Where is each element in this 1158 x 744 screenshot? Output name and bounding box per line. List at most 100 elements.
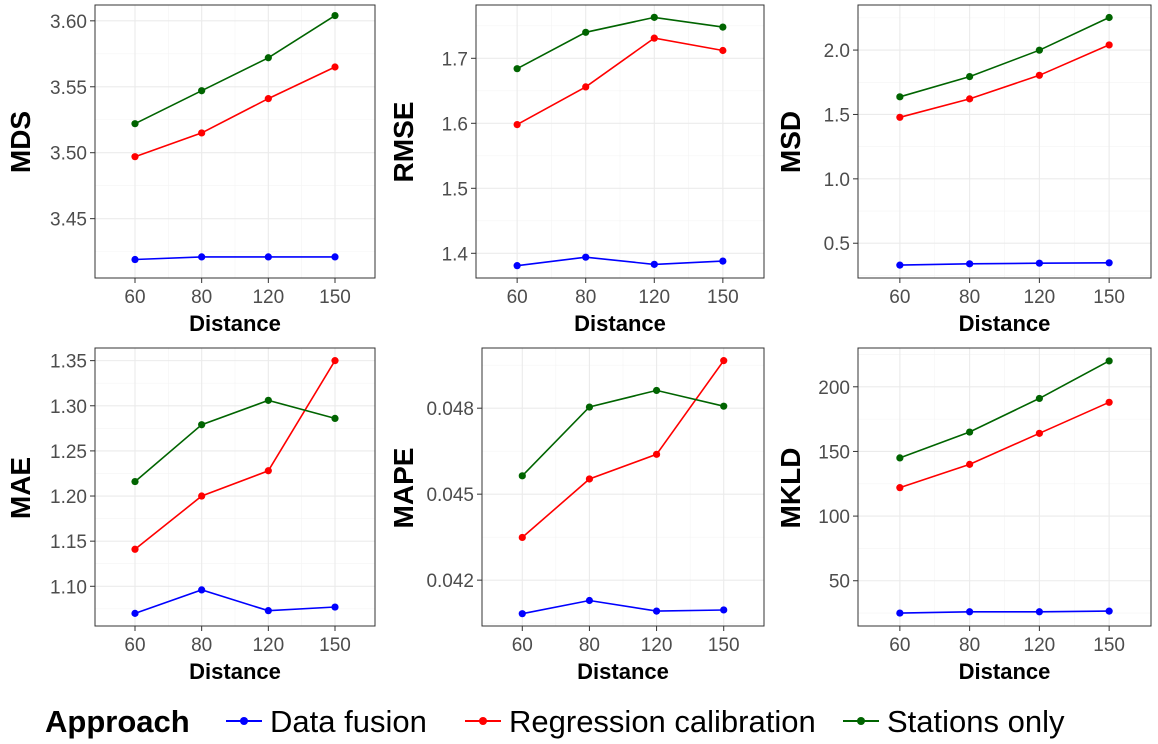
y-tick-label: 0.048: [426, 399, 474, 420]
data-point-data-fusion: [198, 253, 206, 261]
data-point-regression-calibration: [198, 492, 206, 500]
y-axis-title: RMSE: [388, 102, 419, 183]
data-point-data-fusion: [518, 610, 526, 618]
data-point-data-fusion: [264, 253, 272, 261]
y-tick-label: 0.5: [824, 234, 850, 255]
x-tick-label: 150: [1093, 635, 1125, 656]
data-point-regression-calibration: [331, 63, 339, 71]
x-axis-title: Distance: [959, 311, 1051, 336]
x-tick-label: 150: [319, 287, 351, 308]
data-point-stations-only: [331, 414, 339, 423]
data-point-stations-only: [513, 65, 521, 73]
data-point-regression-calibration: [264, 95, 272, 103]
series-line-data-fusion: [134, 589, 336, 615]
data-point-stations-only: [1105, 13, 1113, 22]
data-point-data-fusion: [513, 262, 521, 270]
data-point-regression-calibration: [198, 129, 206, 137]
data-point-stations-only: [518, 472, 526, 480]
x-tick-label: 150: [708, 635, 740, 656]
x-tick-label: 150: [707, 287, 739, 308]
y-tick-label: 1.25: [50, 442, 87, 463]
y-tick-label: 1.5: [442, 179, 468, 200]
data-point-stations-only: [652, 386, 661, 395]
data-point-stations-only: [264, 396, 272, 404]
x-tick-label: 80: [579, 635, 600, 656]
data-point-data-fusion: [1105, 607, 1113, 615]
data-point-stations-only: [966, 428, 974, 436]
data-point-stations-only: [720, 402, 728, 410]
x-tick-label: 120: [252, 635, 284, 656]
data-point-stations-only: [264, 54, 272, 62]
data-point-regression-calibration: [652, 450, 661, 458]
x-tick-label: 80: [575, 287, 596, 308]
x-tick-label: 150: [319, 635, 351, 656]
data-point-data-fusion: [198, 586, 206, 594]
legend-key-point-stations-only: [857, 717, 865, 725]
y-tick-label: 1.35: [50, 352, 87, 373]
data-point-regression-calibration: [1105, 398, 1113, 406]
x-tick-label: 60: [124, 287, 145, 308]
y-tick-label: 3.60: [50, 12, 87, 33]
x-tick-label: 80: [959, 635, 980, 656]
panel-border: [475, 4, 765, 279]
data-point-data-fusion: [966, 608, 974, 616]
y-axis-title: MDS: [5, 111, 36, 173]
data-point-data-fusion: [719, 257, 727, 265]
panel-border: [857, 4, 1152, 279]
data-point-stations-only: [1035, 46, 1043, 54]
panel-mkld: 50 100 150 200 60 80 120 150 Distance MKLD: [775, 347, 1152, 684]
y-axis-title: MAE: [5, 457, 36, 519]
legend: Approach Data fusion Regression calibrat…: [45, 704, 1065, 739]
data-point-regression-calibration: [966, 460, 974, 468]
y-tick-label: 3.50: [50, 144, 87, 165]
y-tick-label: 3.45: [50, 210, 87, 231]
x-tick-label: 120: [252, 287, 284, 308]
x-tick-label: 60: [889, 635, 910, 656]
data-point-data-fusion: [331, 603, 339, 611]
y-tick-label: 1.30: [50, 397, 87, 418]
y-tick-label: 0.042: [426, 571, 474, 592]
panel-border: [94, 4, 376, 279]
series-line-stations-only: [134, 399, 336, 483]
y-tick-label: 1.10: [50, 577, 87, 598]
data-point-data-fusion: [1105, 259, 1113, 267]
panel-mds: 3.45 3.50 3.55 3.60 60 80 120 150 Distance MDS: [5, 4, 376, 336]
x-tick-label: 60: [512, 635, 533, 656]
series-line-data-fusion: [899, 262, 1110, 266]
data-point-data-fusion: [720, 606, 728, 614]
series-line-regression-calibration: [516, 37, 724, 126]
series-line-data-fusion: [899, 610, 1110, 614]
data-point-data-fusion: [1035, 259, 1043, 267]
series-line-stations-only: [134, 14, 336, 125]
data-point-data-fusion: [896, 609, 904, 617]
x-axis-title: Distance: [189, 659, 281, 684]
data-point-data-fusion: [131, 609, 139, 617]
x-tick-label: 150: [1093, 287, 1125, 308]
data-point-regression-calibration: [131, 545, 139, 553]
y-tick-label: 1.0: [824, 170, 850, 191]
x-tick-label: 60: [507, 287, 528, 308]
x-tick-label: 80: [191, 635, 212, 656]
x-axis-title: Distance: [189, 311, 281, 336]
legend-label-stations-only: Stations only: [887, 704, 1065, 739]
y-tick-label: 200: [818, 378, 850, 399]
x-tick-label: 60: [124, 635, 145, 656]
x-axis-title: Distance: [577, 659, 669, 684]
data-point-regression-calibration: [264, 467, 272, 475]
data-point-data-fusion: [131, 255, 139, 264]
legend-key-point-data-fusion: [240, 717, 248, 725]
data-point-regression-calibration: [719, 46, 727, 55]
panel-rmse: 1.4 1.5 1.6 1.7 60 80 120 150 Distance RMSE: [388, 4, 765, 336]
y-tick-label: 1.7: [442, 49, 468, 70]
y-axis-title: MAPE: [388, 448, 419, 529]
data-point-data-fusion: [585, 596, 594, 605]
data-point-data-fusion: [650, 260, 658, 268]
data-point-stations-only: [1105, 357, 1113, 365]
series-line-regression-calibration: [134, 66, 336, 158]
x-tick-label: 80: [959, 287, 980, 308]
data-point-stations-only: [198, 421, 206, 429]
data-point-stations-only: [896, 454, 904, 462]
x-tick-label: 60: [889, 287, 910, 308]
data-point-regression-calibration: [331, 357, 339, 365]
data-point-regression-calibration: [650, 34, 658, 42]
